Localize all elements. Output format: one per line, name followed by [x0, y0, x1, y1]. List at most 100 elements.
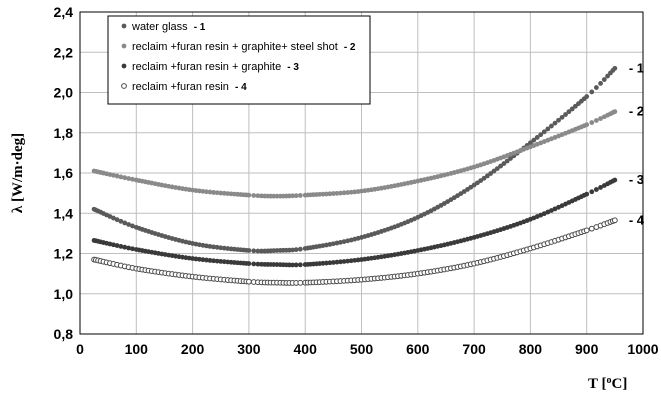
y-tick-label: 1,6: [54, 165, 74, 181]
series-1-point: [593, 85, 599, 90]
series-2-point: [589, 120, 595, 125]
series-1-point: [605, 73, 610, 79]
series-2-point: [118, 174, 124, 180]
series-3-point: [330, 260, 336, 265]
series-3-point: [323, 260, 329, 266]
x-axis-title-part2: C]: [611, 376, 627, 392]
legend: water glass - 1 reclaim +furan resin + gr…: [107, 15, 371, 105]
series-2-point: [345, 190, 351, 195]
series-2-point: [130, 176, 135, 182]
series-1-point: [563, 112, 568, 117]
x-ticks: 0 100 200 300 400 500 600 700 800 900 1000: [76, 341, 659, 357]
series-1-point: [481, 175, 487, 181]
x-axis-title-degree: o: [606, 375, 611, 386]
series-1-point: [538, 132, 544, 138]
series-2-point: [246, 192, 252, 198]
series-1-point: [584, 94, 590, 99]
legend-label: reclaim +furan resin + graphite+ steel s…: [132, 41, 356, 53]
series-2-point: [196, 188, 202, 194]
series-1-point: [130, 223, 135, 229]
series-2-point: [293, 193, 299, 199]
series-2-point: [584, 122, 590, 128]
series-3-point: [274, 262, 280, 267]
series-3-point: [334, 259, 340, 265]
y-ticks: 0,8 1,0 1,2 1,4 1,6 1,8 2,0 2,2 2,4: [54, 4, 74, 342]
series-2-point: [114, 173, 120, 179]
series-3-point: [593, 187, 599, 192]
series-1-point: [528, 140, 533, 146]
x-tick-label: 200: [181, 341, 205, 357]
series-3-point: [126, 245, 132, 251]
series-1-point: [221, 245, 227, 251]
series-1-point: [589, 89, 595, 95]
legend-name: water glass: [131, 21, 191, 33]
series-1-point: [211, 244, 217, 250]
series-3-point: [297, 262, 303, 268]
series-2-point: [126, 176, 132, 181]
series-1-point: [126, 222, 132, 227]
legend-items: water glass - 1 reclaim +furan resin + gr…: [121, 21, 356, 93]
x-tick-label: 800: [519, 341, 543, 357]
series-3-point: [541, 211, 547, 217]
series-1-point: [111, 215, 116, 221]
series-3-point: [341, 259, 347, 264]
x-axis-title-part1: T [: [588, 376, 606, 392]
series-4-point: [246, 278, 252, 285]
series-1-point: [204, 243, 209, 249]
series-3-point: [221, 259, 227, 265]
legend-tag: - 1: [194, 22, 206, 33]
series-1-point: [114, 217, 120, 223]
legend-box: [107, 15, 371, 105]
series-3-point: [345, 258, 351, 264]
series-1-point: [118, 218, 124, 224]
legend-tag: - 3: [287, 62, 299, 73]
series-2: [91, 109, 618, 199]
x-tick-label: 0: [76, 341, 84, 357]
series-1-point: [531, 137, 537, 143]
series-1: [91, 65, 618, 254]
legend-name: reclaim +furan resin + graphite: [132, 61, 284, 73]
x-tick-label: 400: [294, 341, 318, 357]
series-2-point: [211, 190, 217, 195]
y-tick-label: 0,8: [54, 326, 74, 342]
series-1-point: [491, 168, 497, 174]
series-1-point: [297, 246, 303, 252]
legend-marker: [121, 83, 127, 89]
series-1-point: [341, 239, 347, 244]
x-tick-label: 1000: [627, 341, 658, 357]
series-2-point: [290, 193, 295, 199]
series-3-point: [218, 259, 224, 264]
series-3-point: [130, 246, 135, 252]
series-1-point: [330, 241, 336, 247]
y-tick-label: 1,4: [54, 205, 74, 221]
series-3-point: [255, 261, 261, 267]
plot-area-border: [79, 11, 644, 335]
series-3-point: [348, 258, 354, 264]
series-1-point: [556, 117, 561, 123]
series-1-point: [214, 244, 220, 250]
series-3-point: [200, 257, 206, 263]
series-2-point: [338, 190, 343, 196]
series-1-end-label: - 1: [629, 60, 644, 75]
y-axis-title: λ [W/m·deg]: [10, 133, 26, 213]
series-group: [91, 65, 618, 286]
series-3-point: [584, 191, 590, 197]
x-tick-label: 900: [575, 341, 599, 357]
series-1-point: [200, 242, 206, 248]
series-1-point: [601, 77, 607, 82]
series-3-point: [290, 262, 295, 268]
x-tick-label: 600: [406, 341, 430, 357]
series-1-point: [566, 109, 572, 115]
series-1-point: [545, 126, 551, 132]
series-3-point: [271, 262, 277, 267]
legend-tag: - 2: [344, 42, 356, 53]
series-3-point: [293, 262, 299, 268]
series-2-point: [221, 190, 227, 196]
series-2-point: [274, 193, 280, 199]
series-1-point: [612, 65, 618, 71]
series-3-point: [211, 258, 217, 264]
legend-marker: [121, 43, 127, 49]
series-4-point: [297, 279, 304, 286]
series-2-point: [612, 109, 618, 115]
